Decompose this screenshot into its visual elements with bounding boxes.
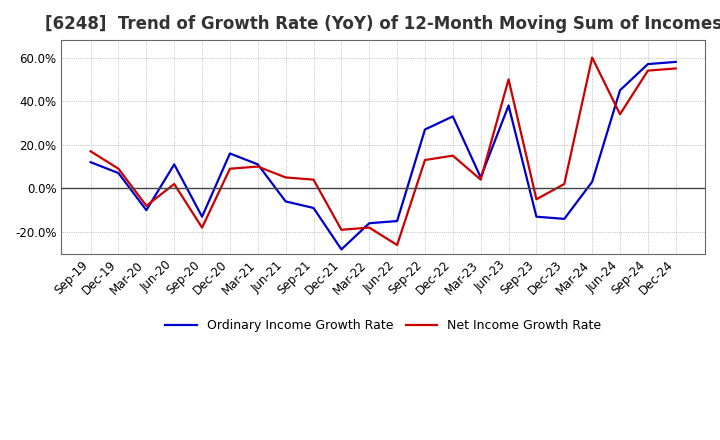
Ordinary Income Growth Rate bbox=[644, 62, 652, 67]
Ordinary Income Growth Rate bbox=[114, 170, 123, 176]
Net Income Growth Rate bbox=[225, 166, 234, 171]
Net Income Growth Rate bbox=[477, 177, 485, 182]
Ordinary Income Growth Rate bbox=[420, 127, 429, 132]
Net Income Growth Rate bbox=[142, 203, 150, 209]
Ordinary Income Growth Rate bbox=[282, 199, 290, 204]
Net Income Growth Rate bbox=[532, 197, 541, 202]
Net Income Growth Rate bbox=[365, 225, 374, 230]
Net Income Growth Rate bbox=[198, 225, 207, 230]
Net Income Growth Rate bbox=[337, 227, 346, 232]
Ordinary Income Growth Rate bbox=[504, 103, 513, 108]
Net Income Growth Rate bbox=[644, 68, 652, 73]
Net Income Growth Rate bbox=[114, 166, 123, 171]
Ordinary Income Growth Rate bbox=[142, 208, 150, 213]
Net Income Growth Rate bbox=[616, 112, 624, 117]
Title: [6248]  Trend of Growth Rate (YoY) of 12-Month Moving Sum of Incomes: [6248] Trend of Growth Rate (YoY) of 12-… bbox=[45, 15, 720, 33]
Ordinary Income Growth Rate bbox=[532, 214, 541, 219]
Ordinary Income Growth Rate bbox=[560, 216, 569, 221]
Ordinary Income Growth Rate bbox=[393, 218, 402, 224]
Ordinary Income Growth Rate bbox=[449, 114, 457, 119]
Ordinary Income Growth Rate bbox=[672, 59, 680, 65]
Net Income Growth Rate bbox=[588, 55, 596, 60]
Net Income Growth Rate bbox=[170, 181, 179, 187]
Net Income Growth Rate bbox=[672, 66, 680, 71]
Line: Net Income Growth Rate: Net Income Growth Rate bbox=[91, 58, 676, 245]
Ordinary Income Growth Rate bbox=[170, 162, 179, 167]
Ordinary Income Growth Rate bbox=[309, 205, 318, 211]
Ordinary Income Growth Rate bbox=[198, 214, 207, 219]
Net Income Growth Rate bbox=[504, 77, 513, 82]
Ordinary Income Growth Rate bbox=[86, 160, 95, 165]
Net Income Growth Rate bbox=[449, 153, 457, 158]
Ordinary Income Growth Rate bbox=[616, 88, 624, 93]
Net Income Growth Rate bbox=[86, 149, 95, 154]
Ordinary Income Growth Rate bbox=[337, 247, 346, 252]
Ordinary Income Growth Rate bbox=[253, 162, 262, 167]
Net Income Growth Rate bbox=[282, 175, 290, 180]
Net Income Growth Rate bbox=[560, 181, 569, 187]
Legend: Ordinary Income Growth Rate, Net Income Growth Rate: Ordinary Income Growth Rate, Net Income … bbox=[161, 314, 606, 337]
Net Income Growth Rate bbox=[393, 242, 402, 248]
Line: Ordinary Income Growth Rate: Ordinary Income Growth Rate bbox=[91, 62, 676, 249]
Ordinary Income Growth Rate bbox=[477, 175, 485, 180]
Net Income Growth Rate bbox=[253, 164, 262, 169]
Ordinary Income Growth Rate bbox=[225, 151, 234, 156]
Ordinary Income Growth Rate bbox=[588, 179, 596, 184]
Net Income Growth Rate bbox=[309, 177, 318, 182]
Ordinary Income Growth Rate bbox=[365, 220, 374, 226]
Net Income Growth Rate bbox=[420, 158, 429, 163]
